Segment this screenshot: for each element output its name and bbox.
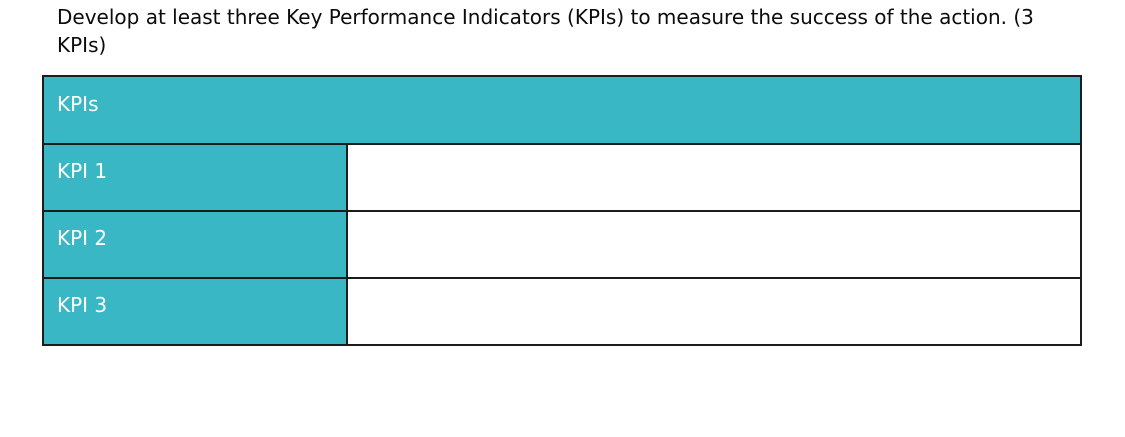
kpi-3-label-cell: KPI 3 bbox=[44, 279, 348, 344]
kpi-1-answer-cell[interactable] bbox=[348, 145, 1080, 210]
kpi-2-label-cell: KPI 2 bbox=[44, 212, 348, 277]
kpi-2-label: KPI 2 bbox=[57, 226, 108, 250]
kpi-2-answer-cell[interactable] bbox=[348, 212, 1080, 277]
table-header-label: KPIs bbox=[57, 92, 99, 116]
kpi-table: KPIs KPI 1 KPI 2 KPI 3 bbox=[42, 75, 1082, 346]
kpi-3-answer-cell[interactable] bbox=[348, 279, 1080, 344]
table-row: KPI 3 bbox=[44, 277, 1080, 344]
kpi-1-label-cell: KPI 1 bbox=[44, 145, 348, 210]
instruction-text: Develop at least three Key Performance I… bbox=[57, 5, 1034, 57]
kpi-1-label: KPI 1 bbox=[57, 159, 108, 183]
table-row: KPI 1 bbox=[44, 143, 1080, 210]
kpi-3-label: KPI 3 bbox=[57, 293, 108, 317]
table-row: KPI 2 bbox=[44, 210, 1080, 277]
table-header-row: KPIs bbox=[44, 77, 1080, 143]
